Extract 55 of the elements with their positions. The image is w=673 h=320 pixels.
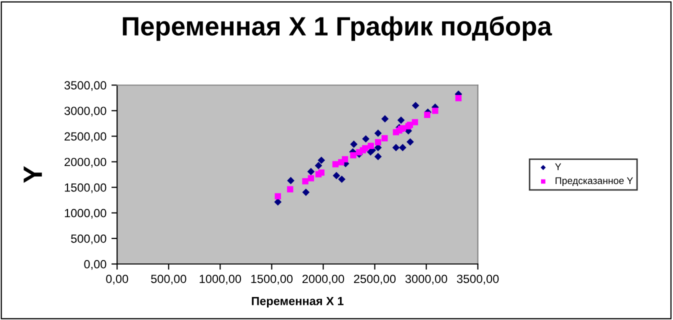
point: [374, 139, 382, 146]
legend-label: Предсказанное Y: [556, 177, 633, 186]
point: [455, 95, 462, 102]
point: [302, 178, 308, 184]
point: [392, 144, 400, 152]
point: [314, 162, 322, 170]
point: [287, 176, 294, 184]
point: [368, 142, 374, 149]
x-tick-label: 2000,00: [302, 274, 344, 284]
point: [287, 186, 294, 192]
point: [432, 108, 438, 114]
legend-label: Y: [555, 163, 562, 170]
point: [338, 176, 346, 183]
y-axis-title: Y: [24, 166, 42, 183]
y-tick-label: 0,00: [84, 260, 106, 270]
point: [318, 169, 324, 176]
x-tick-label: 2500,00: [354, 274, 396, 284]
point: [381, 115, 389, 123]
y-tick-label: 500,00: [71, 234, 106, 244]
point: [302, 188, 310, 196]
y-tick-label: 1500,00: [64, 183, 106, 194]
point: [342, 156, 348, 162]
y-tick-label: 1000,00: [64, 208, 106, 219]
point: [412, 102, 420, 110]
point: [307, 168, 315, 176]
x-tick-label: 1500,00: [251, 274, 293, 284]
point: [350, 152, 356, 158]
point: [406, 138, 414, 146]
y-tick-label: 2500,00: [64, 132, 106, 142]
point: [308, 175, 314, 182]
point: [374, 130, 382, 137]
y-tick-label: 3000,00: [64, 106, 106, 116]
x-axis-title: Переменная X 1: [252, 296, 344, 308]
x-tick-label: 3000,00: [405, 274, 448, 284]
x-tick-label: 0,00: [106, 274, 128, 284]
point: [350, 140, 358, 148]
point: [362, 145, 368, 152]
x-tick-label: 3500,00: [456, 274, 499, 284]
point: [318, 156, 326, 164]
y-tick-label: 2000,00: [64, 158, 106, 168]
point: [274, 198, 282, 206]
x-tick-label: 1000,00: [200, 274, 242, 284]
y-tick-label: 3500,00: [64, 81, 106, 91]
point: [412, 119, 418, 126]
point: [424, 112, 430, 118]
x-tick-label: 500,00: [151, 274, 186, 284]
point: [399, 144, 406, 152]
point: [332, 161, 339, 168]
chart-title: Переменная X 1 График подбора: [122, 16, 552, 41]
point: [274, 193, 281, 200]
point: [374, 152, 382, 160]
point: [397, 116, 405, 124]
point: [362, 135, 370, 143]
point: [382, 135, 388, 142]
point: [332, 172, 340, 180]
